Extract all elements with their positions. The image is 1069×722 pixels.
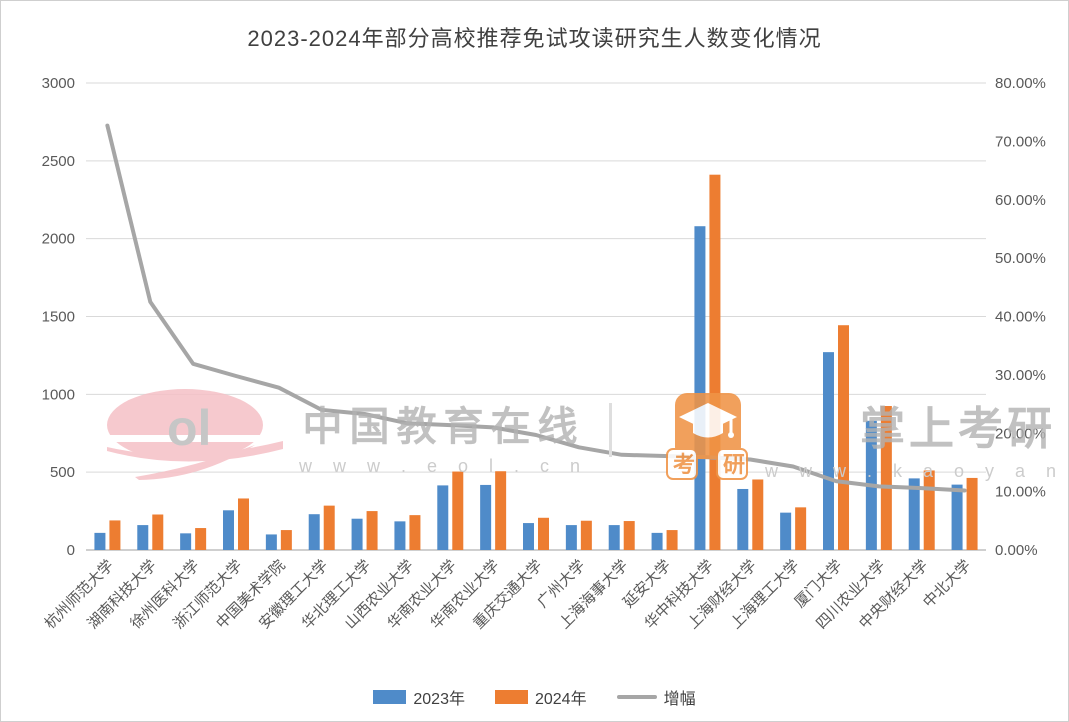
right-axis-tick: 60.00% [995,192,1046,209]
right-axis-tick: 50.00% [995,250,1046,267]
bar-2023年-中国美术学院 [265,534,277,550]
bar-2024年-华中科技大学 [709,174,721,550]
bar-2023年-华北理工大学 [351,518,363,550]
legend-label: 2023年 [413,691,465,708]
legend-item-2024年: 2024年 [494,685,587,709]
chart-title: 2023-2024年部分高校推荐免试攻读研究生人数变化情况 [247,26,822,51]
bar-2023年-中北大学 [951,484,963,550]
left-axis-tick: 2500 [42,153,75,170]
right-axis-tick: 70.00% [995,133,1046,150]
bar-2024年-杭州师范大学 [109,520,121,550]
right-axis-tick: 20.00% [995,425,1046,442]
bar-2023年-华南农业大学 [437,485,449,550]
bar-2024年-四川农业大学 [880,406,892,550]
bar-2024年-山西农业大学 [409,515,421,550]
bar-2024年-安徽理工大学 [323,505,335,550]
bar-2024年-上海理工大学 [795,507,807,550]
right-axis-tick: 10.00% [995,484,1046,501]
bar-2024年-中国美术学院 [280,530,292,550]
legend-label: 增幅 [663,691,696,708]
bar-2023年-重庆交通大学 [523,523,534,550]
legend-swatch [616,695,657,699]
bar-2023年-安徽理工大学 [308,514,320,550]
legend-swatch [494,690,528,704]
bar-2024年-中北大学 [966,477,978,550]
bar-2024年-延安大学 [666,530,678,550]
bar-2024年-华南农业大学 [495,471,507,550]
chart-legend: 2023年 2024年 增幅 [1,685,1068,709]
bar-2023年-湖南科技大学 [137,525,149,550]
bar-2024年-徐州医科大学 [195,528,207,550]
growth-line [105,123,967,493]
bar-2023年-华中科技大学 [694,226,706,551]
bar-2024年-广州大学 [580,520,592,550]
bar-2023年-厦门大学 [823,352,834,550]
bar-2024年-上海海事大学 [623,521,635,550]
legend-item-增幅: 增幅 [616,685,696,709]
left-axis-tick: 2000 [42,231,75,248]
left-axis-tick: 3000 [42,75,75,92]
bar-2024年-浙江师范大学 [238,498,249,550]
left-axis-tick: 1000 [42,386,75,403]
bar-2024年-华南农业大学 [452,471,464,550]
left-axis-tick: 0 [67,542,75,559]
bar-2023年-浙江师范大学 [223,510,234,550]
bar-2024年-重庆交通大学 [538,517,549,550]
legend-label: 2024年 [534,691,587,708]
right-axis-tick: 0.00% [995,542,1038,559]
legend-item-2023年: 2023年 [373,685,465,709]
bar-2023年-山西农业大学 [394,521,406,550]
x-axis-label: 中北大学 [920,557,974,611]
watermark-divider [609,403,612,457]
bar-2024年-华北理工大学 [366,511,378,550]
bar-2024年-厦门大学 [838,325,849,550]
bar-2023年-延安大学 [651,532,663,550]
bar-2023年-上海理工大学 [780,512,792,550]
bar-2023年-上海财经大学 [737,488,749,550]
bar-2023年-中央财经大学 [908,478,920,550]
right-axis-tick: 30.00% [995,367,1046,384]
right-axis-tick: 40.00% [995,309,1046,326]
bar-2023年-杭州师范大学 [94,532,106,550]
bar-2024年-上海财经大学 [752,479,764,550]
right-axis-tick: 80.00% [995,75,1046,92]
legend-swatch [373,690,407,704]
bar-2023年-广州大学 [565,525,577,550]
left-axis-tick: 1500 [42,309,75,326]
bar-2023年-上海海事大学 [608,525,620,550]
bar-2023年-华南农业大学 [480,484,492,550]
bar-2024年-湖南科技大学 [152,514,164,550]
left-axis-tick: 500 [50,464,75,481]
bar-2023年-徐州医科大学 [180,533,192,550]
bar-2024年-中央财经大学 [923,470,935,550]
